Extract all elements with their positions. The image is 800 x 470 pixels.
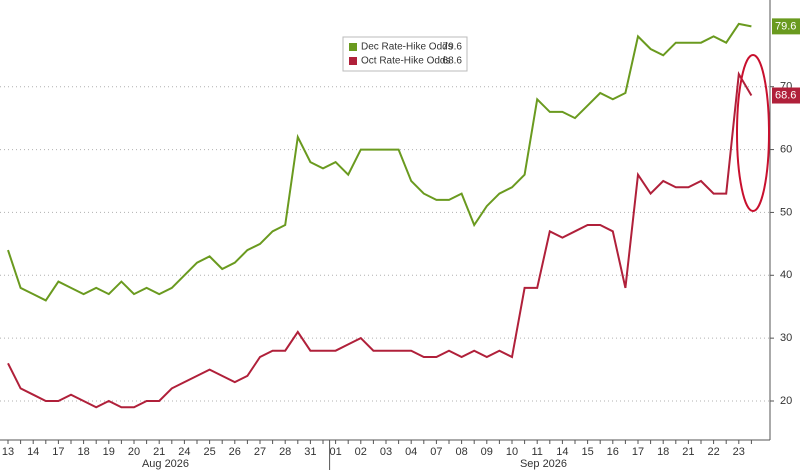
x-tick-label: 25 — [203, 446, 215, 458]
x-tick-label: 13 — [2, 446, 14, 458]
x-tick-label: 26 — [229, 446, 241, 458]
x-tick-label: 14 — [27, 446, 39, 458]
month-label: Aug 2026 — [142, 458, 189, 470]
x-tick-label: 28 — [279, 446, 291, 458]
legend-swatch — [349, 43, 357, 51]
x-tick-label: 14 — [556, 446, 568, 458]
x-tick-label: 20 — [128, 446, 140, 458]
x-tick-label: 08 — [455, 446, 467, 458]
x-tick-label: 22 — [707, 446, 719, 458]
x-tick-label: 19 — [103, 446, 115, 458]
x-tick-label: 16 — [607, 446, 619, 458]
last-value-label: 79.6 — [775, 20, 796, 32]
legend-value: 68.6 — [443, 56, 463, 67]
legend-box — [342, 36, 468, 72]
lines — [7, 22, 753, 409]
last-value-box — [772, 18, 800, 35]
x-tick-label: 21 — [682, 446, 694, 458]
x-tick-label: 09 — [481, 446, 493, 458]
x-tick-label: 07 — [430, 446, 442, 458]
legend-label: Dec Rate-Hike Odds — [361, 42, 453, 53]
x-tick-label: 11 — [531, 446, 542, 458]
x-tick-label: 17 — [632, 446, 644, 458]
x-tick-label: 18 — [77, 446, 89, 458]
last-value-box — [772, 87, 800, 104]
legend-label: Oct Rate-Hike Odds — [361, 56, 450, 67]
y-tick-label: 20 — [780, 395, 792, 407]
x-tick-label: 01 — [329, 446, 341, 458]
x-tick-label: 31 — [304, 446, 316, 458]
x-tick-label: 21 — [153, 446, 165, 458]
month-label: Sep 2026 — [520, 458, 567, 470]
x-tick-label: 27 — [254, 446, 266, 458]
y-tick-label: 30 — [780, 332, 792, 344]
legend — [342, 36, 468, 72]
x-tick-label: 24 — [178, 446, 190, 458]
series-line — [7, 22, 752, 302]
y-tick-label: 50 — [780, 206, 792, 218]
legend-value: 79.6 — [443, 42, 463, 53]
x-tick-label: 03 — [380, 446, 392, 458]
highlight-ellipse — [736, 54, 770, 212]
series-line — [7, 70, 753, 409]
x-tick-label: 18 — [657, 446, 669, 458]
legend-swatch — [349, 57, 357, 65]
x-tick-label: 23 — [733, 446, 745, 458]
y-tick-label: 60 — [780, 143, 792, 155]
x-tick-label: 02 — [355, 446, 367, 458]
x-tick-label: 10 — [506, 446, 518, 458]
last-value-label: 68.6 — [775, 89, 796, 101]
y-tick-label: 40 — [780, 269, 792, 281]
x-tick-label: 17 — [52, 446, 64, 458]
x-tick-label: 15 — [581, 446, 593, 458]
x-tick-label: 04 — [405, 446, 417, 458]
